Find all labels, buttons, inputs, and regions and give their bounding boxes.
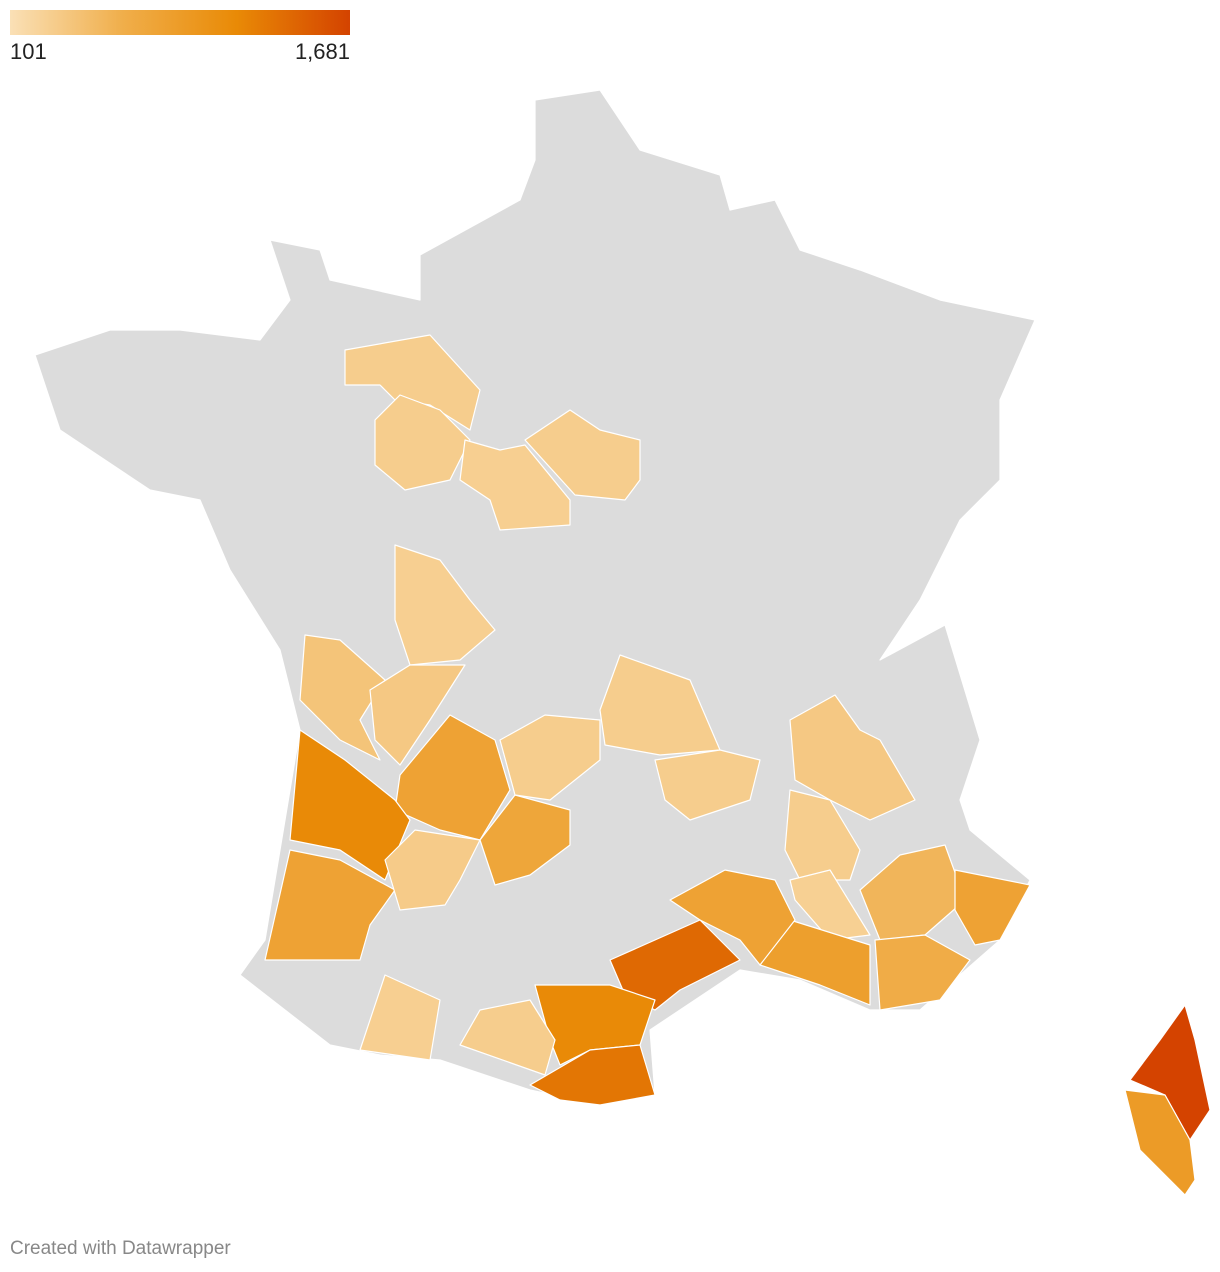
region [394, 544, 496, 666]
region [499, 714, 601, 801]
region [344, 334, 481, 431]
region [669, 869, 796, 966]
region [524, 409, 641, 501]
region [654, 749, 761, 821]
region [529, 1044, 656, 1106]
region [874, 934, 971, 1011]
region [369, 664, 466, 766]
region [384, 829, 481, 911]
region [789, 694, 916, 821]
region [459, 999, 556, 1076]
legend-max: 1,681 [295, 39, 350, 64]
region [359, 974, 441, 1061]
region [299, 634, 386, 761]
legend-min: 101 [10, 39, 47, 64]
region [264, 849, 396, 961]
legend-bar [10, 10, 350, 35]
region [374, 394, 471, 491]
region [789, 869, 871, 941]
region [1124, 1089, 1196, 1196]
region [784, 789, 861, 881]
region [459, 439, 571, 531]
region [954, 869, 1031, 946]
footer: Created with Datawrapper [10, 1238, 231, 1259]
